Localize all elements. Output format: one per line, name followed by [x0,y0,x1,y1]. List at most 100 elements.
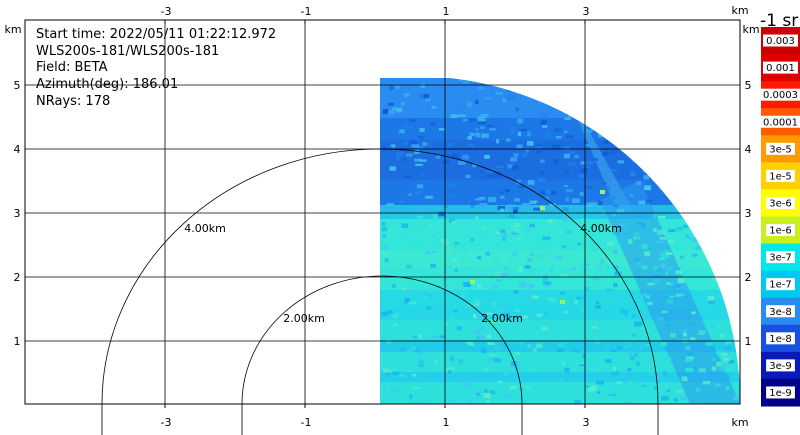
speckle [662,318,669,322]
colorbar-label-bg [766,386,795,399]
speckle [657,383,663,386]
speckle [462,234,470,239]
speckle [712,187,717,190]
speckle [685,359,693,362]
speckle [650,93,658,96]
speckle [515,229,521,233]
speckle [695,288,701,293]
speckle [610,99,615,104]
speckle [480,170,484,173]
colorbar-label: 0.0003 [763,90,798,101]
speckle [507,87,512,92]
speckle [563,130,568,133]
speckle [448,327,455,331]
speckle [682,397,687,400]
speckle [414,190,422,195]
speckle [675,168,682,172]
speckle [488,354,495,357]
speckle [640,224,646,229]
speckle [410,140,417,146]
speckle [600,259,604,265]
speckle [386,310,393,314]
speckle [624,345,629,349]
speckle [686,203,694,206]
speckle [653,392,661,397]
speckle [635,361,640,366]
speckle [459,78,463,82]
speckle [574,299,578,304]
speckle [717,136,726,142]
speckle [726,204,734,207]
colorbar-label-bg [763,61,798,74]
speckle [412,386,421,389]
speckle [513,289,519,294]
speckle [563,310,568,314]
speckle [409,119,416,122]
speckle [623,380,629,385]
speckle [725,298,730,303]
speckle [515,361,522,365]
speckle [387,110,395,115]
speckle [425,328,434,333]
speckle [516,179,521,185]
speckle [470,204,475,208]
speckle [496,279,503,282]
start-time: Start time: 2022/05/11 01:22:12.972 [36,27,276,42]
speckle [725,386,730,390]
speckle [664,178,671,182]
speckle [530,345,534,349]
speckle [422,142,427,147]
speckle [612,366,617,372]
speckle [476,336,480,340]
speckle [629,343,633,348]
speckle [408,301,417,305]
speckle [647,282,655,286]
speckle [468,383,473,387]
speckle [489,128,496,131]
speckle [497,205,505,211]
speckle [613,391,619,394]
speckle [682,121,688,126]
speckle [467,136,472,140]
speckle [527,131,531,137]
speckle [489,319,497,324]
speckle [384,364,390,369]
speckle [522,79,529,83]
speckle [495,165,504,168]
speckle [666,299,674,304]
speckle [488,356,493,362]
speckle [446,367,454,373]
speckle [640,316,648,319]
speckle [438,242,444,245]
speckle [670,333,676,338]
speckle [417,351,423,356]
speckle [642,292,647,297]
speckle [725,346,731,350]
speckle [474,216,479,220]
colorbar-label-bg [759,115,800,128]
speckle [707,296,715,301]
speckle [479,335,485,341]
speckle [493,390,500,393]
speckle [691,237,700,243]
speckle [708,106,715,110]
speckle [722,357,730,362]
speckle [454,242,460,245]
speckle [429,122,436,126]
ring-labels: 2.00km 2.00km 4.00km 4.00km [184,222,622,325]
speckle [459,105,468,108]
speckle [708,151,716,156]
speckle [547,219,553,223]
speckle [420,159,427,162]
speckle [518,342,524,345]
speckle [707,187,716,192]
speckle [627,368,632,372]
speckle [717,177,723,183]
speckle [641,265,648,270]
speckle [535,343,543,349]
speckle [630,194,634,197]
speckle [411,224,420,229]
speckle [409,394,413,400]
speckle [506,366,512,369]
speckle [477,256,482,260]
